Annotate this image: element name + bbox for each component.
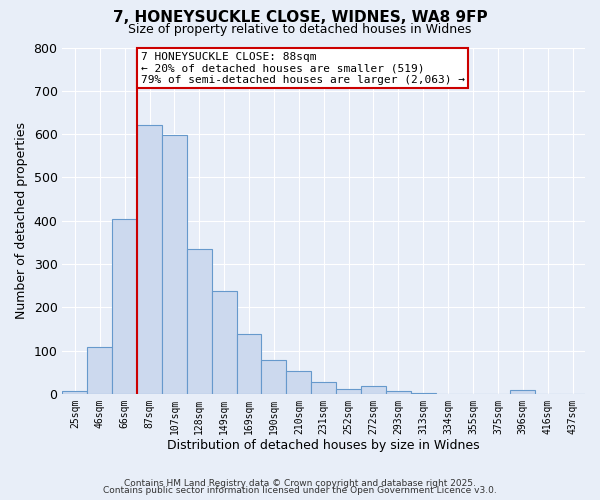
Y-axis label: Number of detached properties: Number of detached properties [15, 122, 28, 319]
Bar [311, 382, 336, 394]
Bar [162, 136, 187, 394]
Text: 7, HONEYSUCKLE CLOSE, WIDNES, WA8 9FP: 7, HONEYSUCKLE CLOSE, WIDNES, WA8 9FP [113, 10, 487, 25]
Bar [236, 334, 262, 394]
Bar [62, 391, 88, 394]
Text: Size of property relative to detached houses in Widnes: Size of property relative to detached ho… [128, 22, 472, 36]
Bar [212, 291, 236, 394]
Bar [386, 391, 411, 394]
Bar [361, 386, 386, 394]
Bar [112, 220, 137, 394]
Bar [336, 388, 361, 394]
X-axis label: Distribution of detached houses by size in Widnes: Distribution of detached houses by size … [167, 440, 480, 452]
Bar [187, 249, 212, 394]
Bar [511, 390, 535, 394]
Bar [286, 372, 311, 394]
Bar [88, 347, 112, 394]
Text: 7 HONEYSUCKLE CLOSE: 88sqm
← 20% of detached houses are smaller (519)
79% of sem: 7 HONEYSUCKLE CLOSE: 88sqm ← 20% of deta… [141, 52, 465, 85]
Text: Contains HM Land Registry data © Crown copyright and database right 2025.: Contains HM Land Registry data © Crown c… [124, 478, 476, 488]
Bar [137, 125, 162, 394]
Bar [262, 360, 286, 394]
Text: Contains public sector information licensed under the Open Government Licence v3: Contains public sector information licen… [103, 486, 497, 495]
